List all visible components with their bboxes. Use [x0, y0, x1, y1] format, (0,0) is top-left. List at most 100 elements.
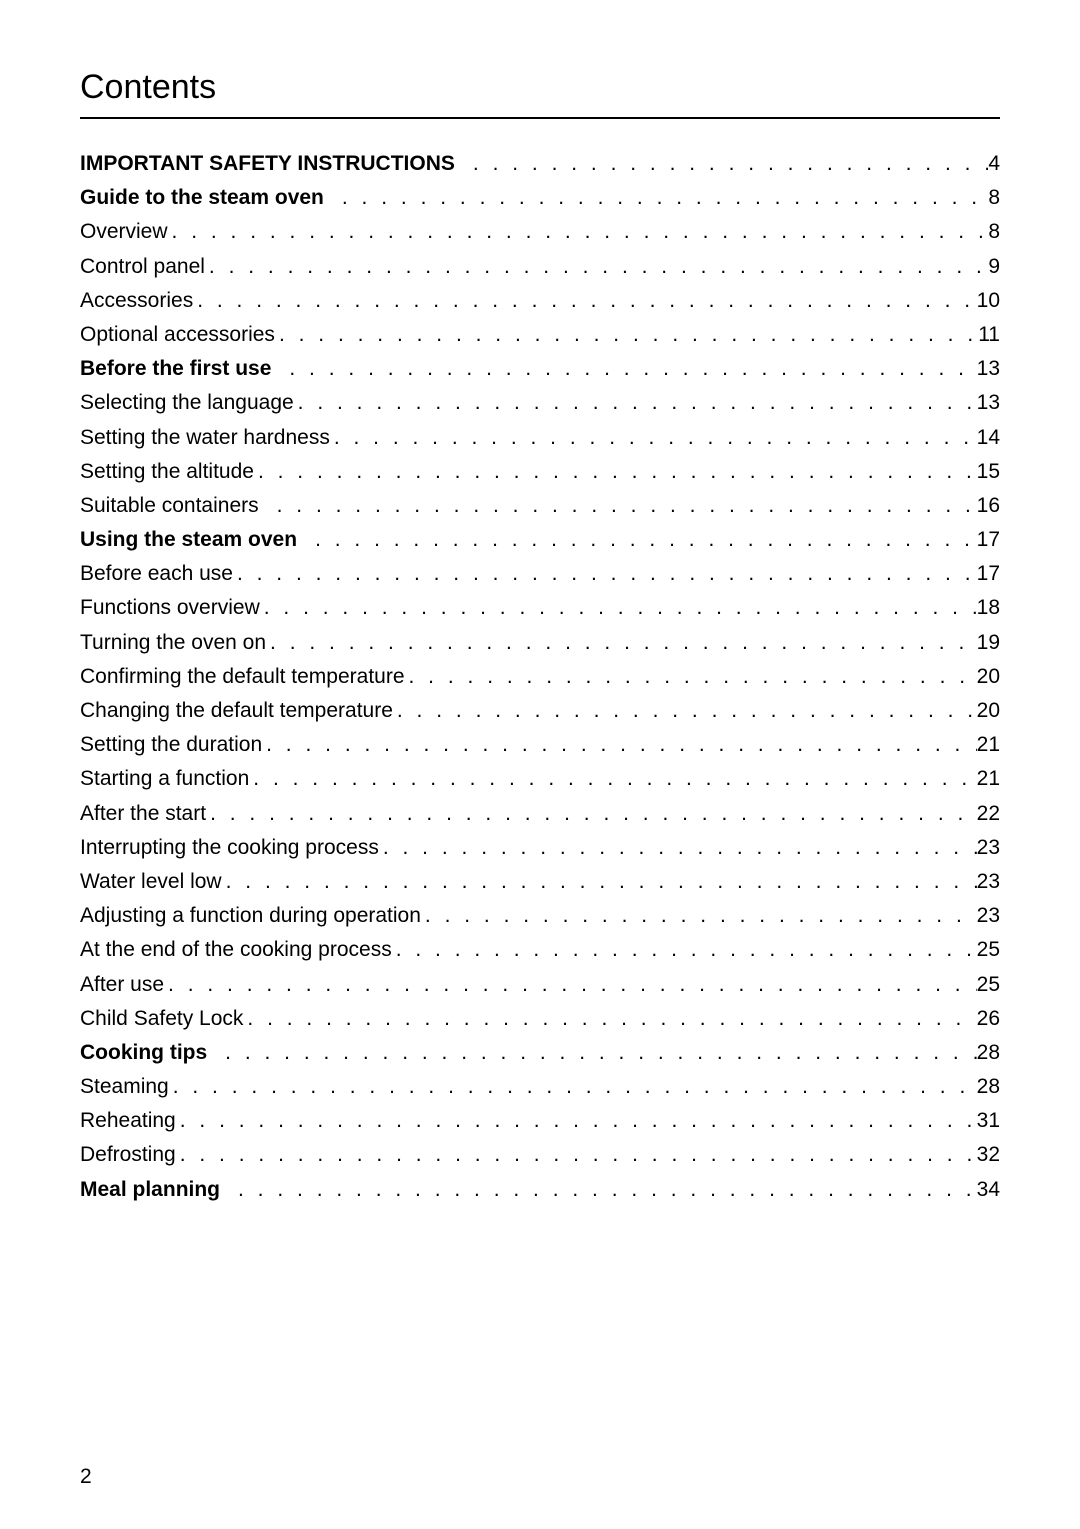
toc-entry: Turning the oven on 19: [80, 632, 1000, 653]
toc-leader-dots: [379, 837, 977, 858]
toc-entry: Guide to the steam oven 8: [80, 187, 1000, 208]
toc-entry: After the start22: [80, 803, 1000, 824]
toc-label: Selecting the language: [80, 392, 294, 413]
toc-leader-dots: [392, 939, 977, 960]
toc-label: Changing the default temperature: [80, 700, 393, 721]
toc-leader-dots: [234, 1179, 977, 1200]
toc-label: Guide to the steam oven: [80, 187, 338, 208]
toc-leader-dots: [275, 324, 978, 345]
toc-label: Reheating: [80, 1110, 176, 1131]
toc-leader-dots: [169, 1076, 977, 1097]
toc-leader-dots: [262, 734, 977, 755]
toc-entry: Meal planning 34: [80, 1179, 1000, 1200]
toc-leader-dots: [294, 392, 977, 413]
toc-label: Before the first use: [80, 358, 285, 379]
toc-page: 13: [977, 392, 1000, 413]
toc-page: 28: [977, 1042, 1000, 1063]
toc-leader-dots: [233, 563, 977, 584]
toc-label: Child Safety Lock: [80, 1008, 243, 1029]
toc-label: At the end of the cooking process: [80, 939, 392, 960]
toc-leader-dots: [285, 358, 976, 379]
toc-label: Optional accessories: [80, 324, 275, 345]
toc-entry: IMPORTANT SAFETY INSTRUCTIONS4: [80, 153, 1000, 174]
toc-label: Accessories: [80, 290, 193, 311]
toc-page: 17: [977, 563, 1000, 584]
toc-label: Setting the altitude: [80, 461, 254, 482]
toc-page: 20: [977, 666, 1000, 687]
table-of-contents: IMPORTANT SAFETY INSTRUCTIONS4 Guide to t…: [80, 153, 1000, 1200]
toc-entry: Setting the duration21: [80, 734, 1000, 755]
toc-label: Turning the oven on: [80, 632, 266, 653]
toc-entry: Starting a function 21: [80, 768, 1000, 789]
toc-leader-dots: [176, 1110, 977, 1131]
toc-entry: Overview 8: [80, 221, 1000, 242]
toc-page: 23: [977, 871, 1000, 892]
toc-entry: At the end of the cooking process 25: [80, 939, 1000, 960]
toc-label: Adjusting a function during operation: [80, 905, 421, 926]
toc-label: Interrupting the cooking process: [80, 837, 379, 858]
toc-page: 8: [988, 187, 1000, 208]
toc-entry: Before each use17: [80, 563, 1000, 584]
toc-leader-dots: [221, 1042, 976, 1063]
toc-page: 25: [977, 939, 1000, 960]
toc-page: 15: [977, 461, 1000, 482]
toc-leader-dots: [469, 153, 988, 174]
toc-page: 17: [977, 529, 1000, 550]
toc-label: Water level low: [80, 871, 222, 892]
toc-leader-dots: [393, 700, 977, 721]
toc-entry: Control panel9: [80, 256, 1000, 277]
toc-page: 8: [988, 221, 1000, 242]
toc-entry: After use25: [80, 974, 1000, 995]
toc-leader-dots: [330, 427, 977, 448]
toc-leader-dots: [260, 597, 977, 618]
contents-heading: Contents: [80, 68, 1000, 119]
toc-page: 23: [977, 905, 1000, 926]
toc-page: 4: [988, 153, 1000, 174]
toc-page: 16: [977, 495, 1000, 516]
toc-page: 32: [977, 1144, 1000, 1165]
toc-page: 21: [977, 768, 1000, 789]
toc-leader-dots: [176, 1144, 977, 1165]
toc-entry: Using the steam oven17: [80, 529, 1000, 550]
toc-entry: Selecting the language 13: [80, 392, 1000, 413]
toc-entry: Interrupting the cooking process 23: [80, 837, 1000, 858]
toc-label: Starting a function: [80, 768, 249, 789]
toc-entry: Confirming the default temperature 20: [80, 666, 1000, 687]
toc-label: Confirming the default temperature: [80, 666, 405, 687]
toc-page: 26: [977, 1008, 1000, 1029]
toc-page: 11: [978, 324, 1000, 345]
toc-page: 34: [977, 1179, 1000, 1200]
toc-label: Setting the water hardness: [80, 427, 330, 448]
toc-entry: Before the first use 13: [80, 358, 1000, 379]
toc-page: 20: [977, 700, 1000, 721]
toc-leader-dots: [273, 495, 977, 516]
toc-page: 19: [977, 632, 1000, 653]
toc-leader-dots: [222, 871, 977, 892]
toc-label: Cooking tips: [80, 1042, 221, 1063]
toc-leader-dots: [193, 290, 976, 311]
toc-page: 14: [977, 427, 1000, 448]
toc-leader-dots: [405, 666, 977, 687]
toc-leader-dots: [266, 632, 977, 653]
toc-label: Steaming: [80, 1076, 169, 1097]
toc-leader-dots: [254, 461, 977, 482]
toc-entry: Reheating31: [80, 1110, 1000, 1131]
toc-entry: Accessories 10: [80, 290, 1000, 311]
toc-page: 18: [977, 597, 1000, 618]
toc-label: Meal planning: [80, 1179, 234, 1200]
toc-label: Functions overview: [80, 597, 260, 618]
toc-entry: Cooking tips 28: [80, 1042, 1000, 1063]
toc-entry: Setting the water hardness 14: [80, 427, 1000, 448]
toc-page: 22: [977, 803, 1000, 824]
toc-label: After use: [80, 974, 164, 995]
toc-entry: Water level low 23: [80, 871, 1000, 892]
toc-page: 23: [977, 837, 1000, 858]
toc-entry: Adjusting a function during operation 23: [80, 905, 1000, 926]
toc-entry: Child Safety Lock 26: [80, 1008, 1000, 1029]
toc-label: Overview: [80, 221, 168, 242]
toc-leader-dots: [249, 768, 976, 789]
toc-page: 13: [977, 358, 1000, 379]
toc-leader-dots: [243, 1008, 976, 1029]
toc-page: 10: [977, 290, 1000, 311]
page-number: 2: [80, 1465, 92, 1489]
